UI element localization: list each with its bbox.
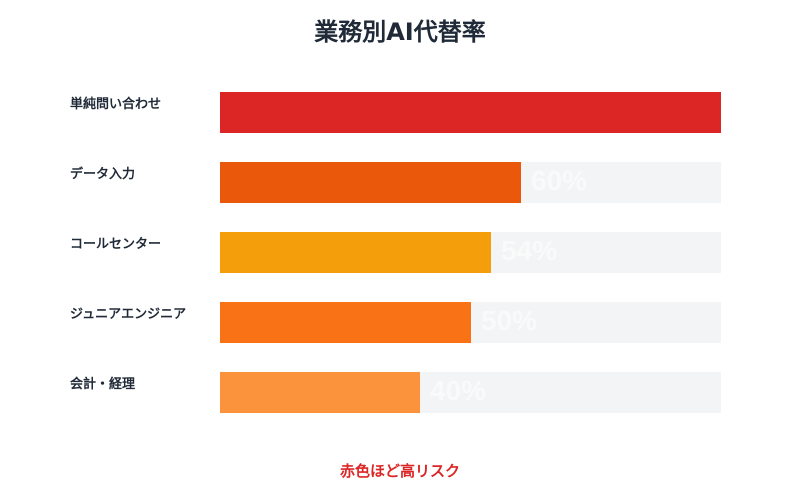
bar <box>220 372 420 413</box>
bar <box>220 92 721 133</box>
value-label: 54% <box>501 235 558 266</box>
bar-track <box>220 92 721 133</box>
chart-title: 業務別AI代替率 <box>314 18 486 46</box>
category-label: データ入力 <box>70 167 136 182</box>
category-label: 単純問い合わせ <box>70 97 162 112</box>
value-label: 60% <box>531 165 588 196</box>
category-label: ジュニアエンジニア <box>70 307 187 322</box>
value-label: 40% <box>430 375 487 406</box>
category-label: 会計・経理 <box>70 377 136 392</box>
bar <box>220 302 471 343</box>
bar <box>220 162 521 203</box>
bar <box>220 232 491 273</box>
bar-track: 40% <box>220 372 721 413</box>
chart-footnote: 赤色ほど高リスク <box>339 462 460 480</box>
bar-track: 54% <box>220 232 721 273</box>
category-label: コールセンター <box>70 237 162 252</box>
bar-track: 50% <box>220 302 721 343</box>
value-label: 50% <box>481 305 538 336</box>
bar-track: 60% <box>220 162 721 203</box>
